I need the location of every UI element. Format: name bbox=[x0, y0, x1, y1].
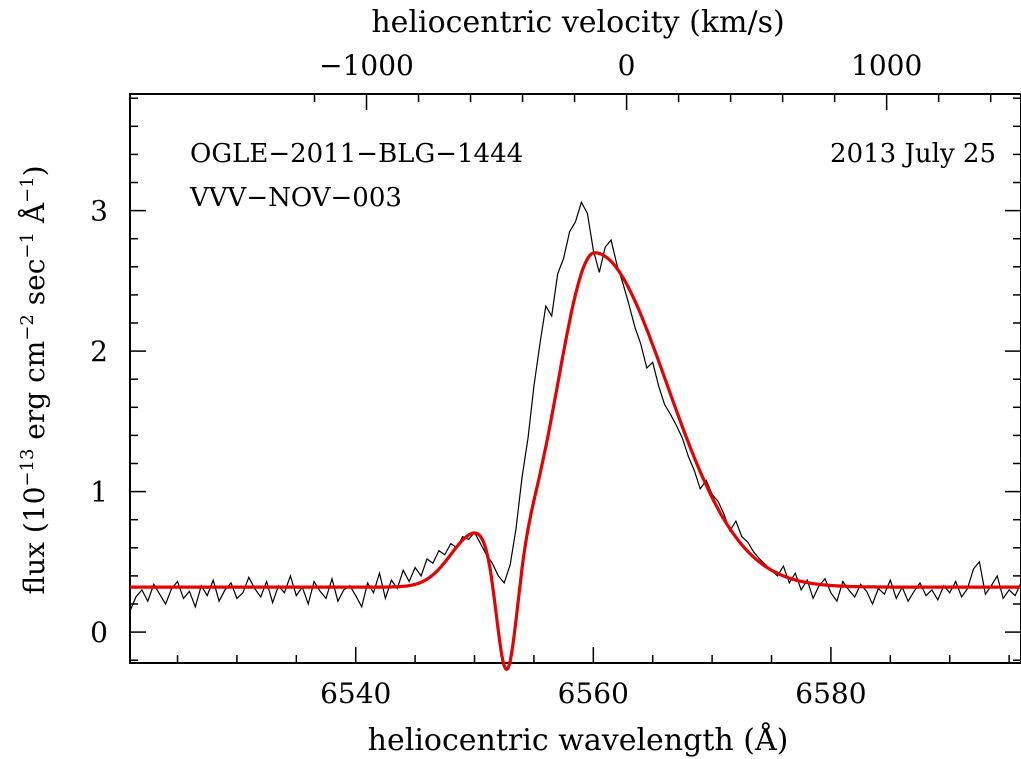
velocity-tick-label: 1000 bbox=[851, 49, 922, 82]
x-axis-ticks: 6540 6560 6580 bbox=[176, 647, 1010, 710]
velocity-tick-label: −1000 bbox=[319, 49, 414, 82]
y-axis-label: flux (10−13 erg cm−2 sec−1 Å−1) bbox=[17, 165, 51, 594]
velocity-axis-ticks: −1000 0 1000 bbox=[313, 49, 992, 110]
object-name-label: OGLE−2011−BLG−1444 bbox=[190, 139, 523, 169]
y-tick-label: 1 bbox=[90, 476, 108, 509]
y-axis-ticks: 0 1 2 3 bbox=[90, 97, 1021, 661]
x-tick-label: 6560 bbox=[558, 677, 629, 710]
observed-spectrum-line bbox=[129, 200, 1021, 612]
model-fit-line bbox=[129, 251, 1021, 672]
y-tick-label: 3 bbox=[90, 195, 108, 228]
x-axis-label: heliocentric wavelength (Å) bbox=[368, 722, 789, 758]
object-alias-label: VVV−NOV−003 bbox=[189, 183, 402, 213]
x-tick-label: 6540 bbox=[320, 677, 391, 710]
y-tick-label: 2 bbox=[90, 335, 108, 368]
observation-date-label: 2013 July 25 bbox=[830, 139, 996, 169]
top-axis-label: heliocentric velocity (km/s) bbox=[371, 5, 784, 40]
x-tick-label: 6580 bbox=[795, 677, 866, 710]
velocity-tick-label: 0 bbox=[618, 49, 636, 82]
y-tick-label: 0 bbox=[90, 616, 108, 649]
plot-frame bbox=[129, 93, 1021, 664]
